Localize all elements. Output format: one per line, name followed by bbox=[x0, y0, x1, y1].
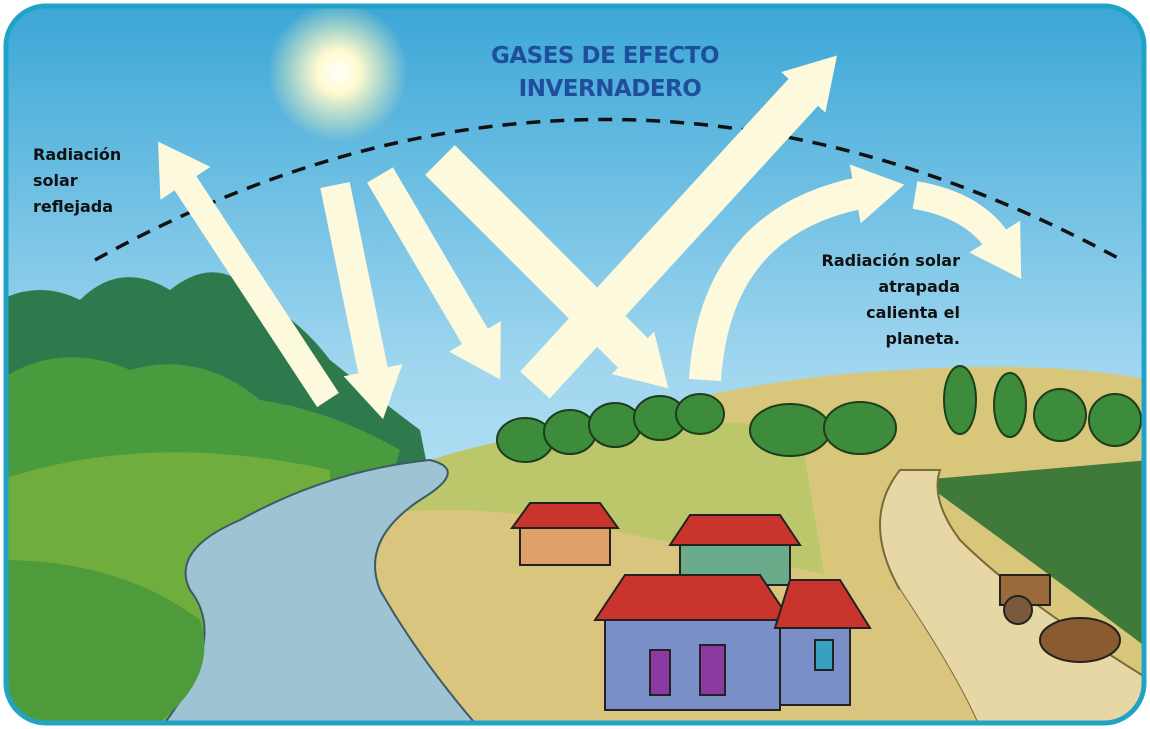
label-line: calienta el bbox=[866, 303, 960, 322]
label-line: solar bbox=[33, 171, 78, 190]
title-line: INVERNADERO bbox=[519, 76, 702, 102]
label-line: reflejada bbox=[33, 197, 113, 216]
title-line: GASES DE EFECTO bbox=[491, 43, 719, 69]
sun bbox=[268, 2, 408, 142]
page: GASES DE EFECTO INVERNADERO Radiación so… bbox=[0, 0, 1150, 729]
label-line: Radiación solar bbox=[822, 251, 961, 270]
label-line: atrapada bbox=[878, 277, 960, 296]
illustration: GASES DE EFECTO INVERNADERO Radiación so… bbox=[0, 0, 1150, 729]
label-line: Radiación bbox=[33, 145, 121, 164]
scene: GASES DE EFECTO INVERNADERO Radiación so… bbox=[0, 0, 1150, 729]
label-line: planeta. bbox=[886, 329, 961, 348]
